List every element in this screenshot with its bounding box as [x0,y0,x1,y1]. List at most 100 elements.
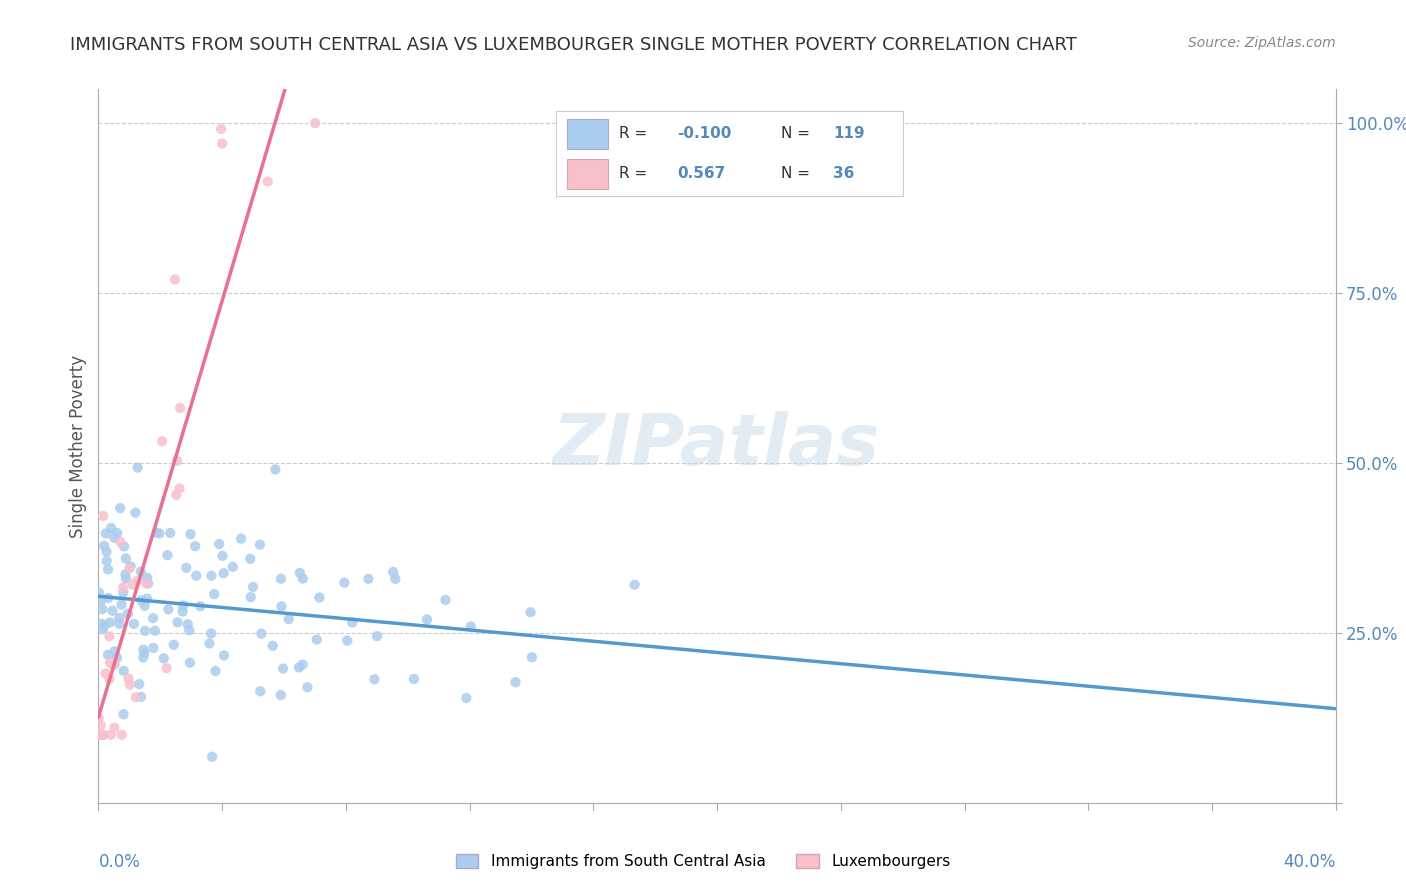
Point [277,612,299,626]
Point [239,590,262,604]
Point [93,539,115,553]
Point [125,690,148,705]
Point [108,501,131,516]
Point [165,488,187,502]
Point [114,567,136,582]
Point [129,593,152,607]
Point [336,633,359,648]
Point [110,598,132,612]
Point [357,572,380,586]
Point [291,657,314,672]
Point [186,568,208,582]
Point [166,454,188,468]
Point [115,572,138,586]
Point [201,749,224,764]
Point [91,508,114,523]
Point [103,644,125,658]
Point [122,616,145,631]
Point [256,174,278,188]
Point [172,599,194,613]
Point [190,599,212,614]
Point [169,401,191,415]
Point [93,618,115,632]
Y-axis label: Single Mother Poverty: Single Mother Poverty [69,354,87,538]
Point [366,629,388,643]
Point [98,615,121,630]
Point [112,664,135,678]
Point [202,587,225,601]
Point [91,728,114,742]
Point [87,728,110,742]
Point [114,551,136,566]
Point [169,482,191,496]
Point [136,576,159,591]
Point [308,591,330,605]
Point [136,571,159,585]
Point [91,622,114,636]
Text: Source: ZipAtlas.com: Source: ZipAtlas.com [1188,36,1336,50]
Point [96,554,118,568]
Point [177,617,200,632]
Point [111,728,134,742]
Point [90,718,112,732]
Point [108,611,131,625]
Point [100,521,122,535]
Point [96,544,118,558]
Point [159,525,181,540]
Point [103,657,125,672]
Point [90,616,112,631]
Point [105,526,128,541]
Point [623,578,645,592]
Point [304,116,326,130]
Point [179,623,201,637]
Point [239,551,262,566]
Point [184,539,207,553]
Point [132,650,155,665]
Point [136,591,159,606]
Point [135,576,157,591]
Point [98,672,121,686]
Point [89,728,111,742]
Point [129,690,152,704]
Point [157,602,180,616]
Point [104,657,127,671]
Point [105,650,128,665]
Point [163,272,186,286]
Point [127,460,149,475]
Point [249,684,271,698]
Point [505,675,527,690]
Point [91,728,114,742]
Point [117,607,139,621]
Point [416,612,439,626]
Point [156,548,179,562]
Legend: Immigrants from South Central Asia, Luxembourgers: Immigrants from South Central Asia, Luxe… [450,848,956,875]
Point [519,605,541,619]
Point [118,561,141,575]
Point [132,642,155,657]
Point [94,526,117,541]
Point [155,661,177,675]
Point [176,561,198,575]
Point [222,559,245,574]
Point [402,672,425,686]
Point [209,122,232,136]
Point [198,636,221,650]
Point [212,566,235,581]
Point [456,691,478,706]
Point [172,605,194,619]
Point [112,585,135,599]
Point [208,537,231,551]
Point [288,566,311,580]
Point [142,611,165,625]
Point [250,626,273,640]
Point [249,538,271,552]
Point [100,728,122,742]
Point [103,721,125,735]
Point [112,581,135,595]
Point [97,562,120,576]
Point [270,572,292,586]
Point [363,673,385,687]
Point [101,604,124,618]
Point [242,580,264,594]
Text: IMMIGRANTS FROM SOUTH CENTRAL ASIA VS LUXEMBOURGER SINGLE MOTHER POVERTY CORRELA: IMMIGRANTS FROM SOUTH CENTRAL ASIA VS LU… [70,36,1077,54]
